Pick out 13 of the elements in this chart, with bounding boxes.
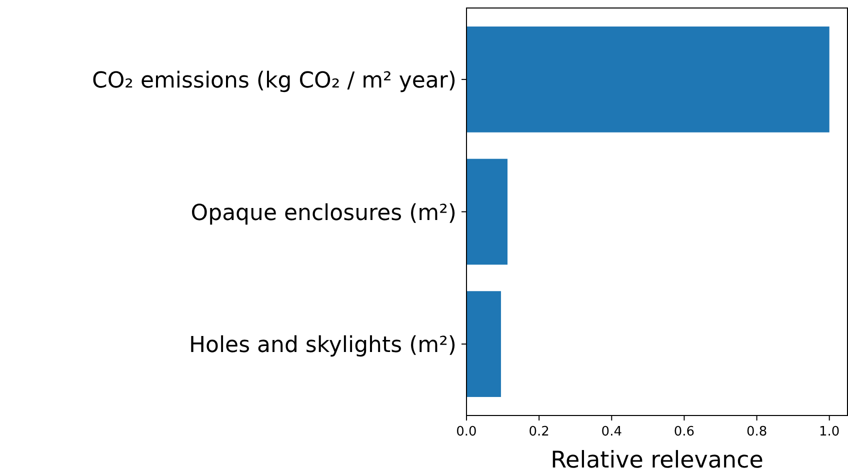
bar (466, 26, 830, 132)
y-tick-label: Holes and skylights (m²) (188, 333, 456, 358)
y-tick-label: CO₂ emissions (kg CO₂ / m² year) (92, 68, 456, 94)
bar (466, 158, 508, 265)
x-axis-title: Relative relevance (550, 448, 764, 474)
x-tick-label: 1.0 (819, 424, 840, 440)
x-tick-label: 0.0 (456, 424, 477, 440)
y-tick-label: Opaque enclosures (m²) (190, 200, 456, 226)
x-tick-label: 0.8 (746, 424, 768, 440)
x-tick-label: 0.4 (601, 424, 622, 440)
x-tick-label: 0.2 (528, 424, 550, 440)
bar (466, 291, 501, 397)
x-tick-label: 0.6 (674, 424, 695, 440)
